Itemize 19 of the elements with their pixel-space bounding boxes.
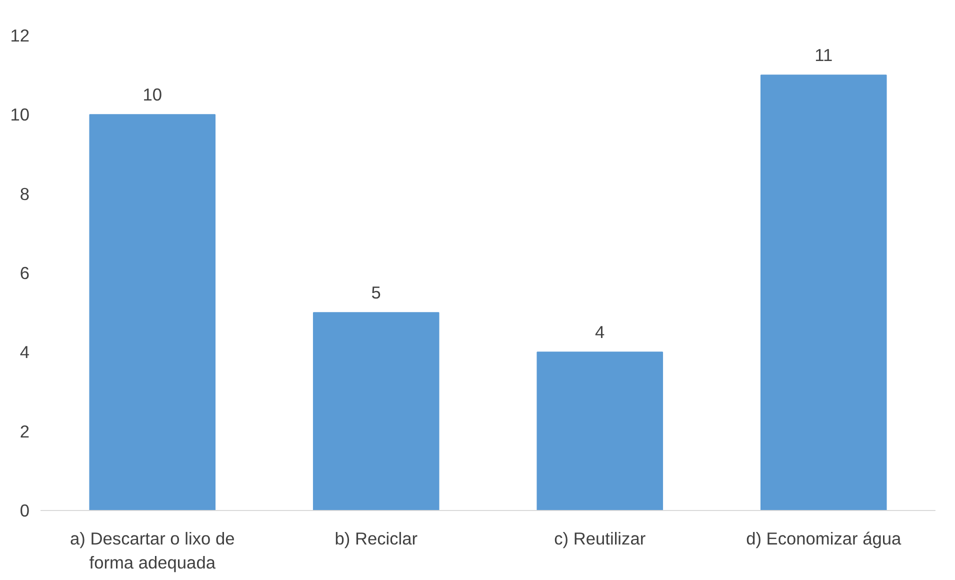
- y-tick-label: 8: [20, 184, 30, 204]
- x-tick-label: d) Economizar água: [746, 528, 902, 548]
- y-tick-label: 12: [10, 26, 30, 46]
- x-tick-label: c) Reutilizar: [554, 528, 646, 548]
- y-tick-label: 10: [10, 104, 30, 125]
- y-tick-label: 2: [20, 421, 30, 442]
- y-tick-label: 6: [20, 263, 30, 283]
- data-label: 10: [142, 84, 162, 105]
- x-tick-label: b) Reciclar: [334, 528, 418, 548]
- bar: [536, 352, 664, 510]
- data-label: 11: [814, 45, 833, 66]
- y-tick-label: 4: [20, 342, 30, 362]
- bar: [312, 312, 440, 510]
- y-tick-label: 0: [20, 500, 30, 520]
- data-label: 4: [595, 322, 606, 342]
- x-tick-label: a) Descartar o lixo de forma adequada: [70, 528, 235, 572]
- bar: [89, 114, 216, 510]
- data-label: 5: [371, 282, 381, 303]
- bar: [760, 74, 887, 510]
